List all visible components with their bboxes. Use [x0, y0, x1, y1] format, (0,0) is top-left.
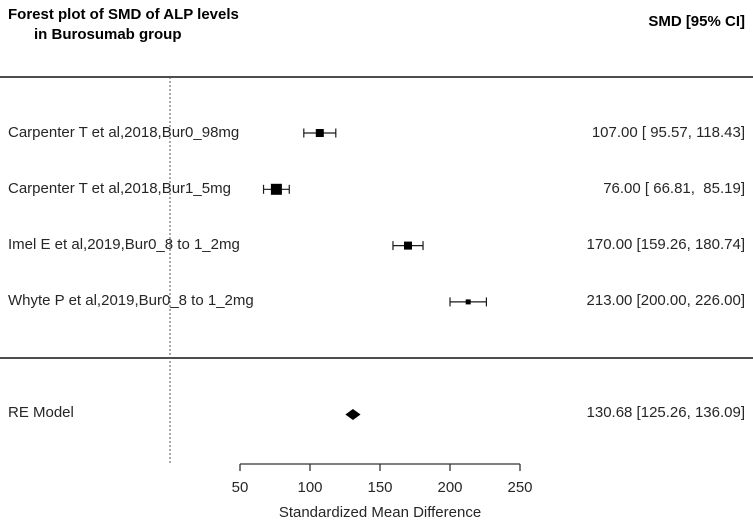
study-estimate: 213.00 [200.00, 226.00] — [586, 292, 745, 310]
study-estimate: 107.00 [ 95.57, 118.43] — [591, 123, 745, 141]
x-axis-tick-label: 100 — [297, 479, 322, 496]
study-label: Whyte P et al,2019,Bur0_8 to 1_2mg — [8, 292, 254, 310]
study-label: Imel E et al,2019,Bur0_8 to 1_2mg — [8, 236, 240, 254]
x-axis-title: Standardized Mean Difference — [278, 504, 482, 521]
plot-title: Forest plot of SMD of ALP levels in Buro… — [8, 5, 239, 45]
study-label: Carpenter T et al,2018,Bur1_5mg — [8, 179, 231, 197]
x-axis-tick-label: 50 — [232, 479, 249, 496]
study-point-marker — [270, 183, 282, 195]
top-separator-line — [0, 76, 753, 78]
study-point-marker — [315, 129, 324, 137]
study-label: Carpenter T et al,2018,Bur0_98mg — [8, 123, 240, 141]
study-point-marker — [465, 299, 471, 305]
study-point-marker — [404, 241, 412, 250]
estimate-column-header: SMD [95% CI] — [648, 13, 745, 30]
summary-estimate: 130.68 [125.26, 136.09] — [586, 404, 745, 421]
summary-label: RE Model — [8, 404, 74, 421]
x-axis-tick-label: 150 — [367, 479, 392, 496]
plot-title-line2: in Burosumab group — [34, 26, 182, 43]
x-axis-tick-label: 250 — [507, 479, 532, 496]
plot-title-line1: Forest plot of SMD of ALP levels — [8, 6, 239, 23]
x-axis-tick-label: 200 — [437, 479, 462, 496]
study-estimate: 170.00 [159.26, 180.74] — [586, 236, 745, 254]
study-estimate: 76.00 [ 66.81, 85.19] — [603, 179, 745, 197]
summary-diamond — [345, 409, 361, 420]
summary-separator-line — [0, 357, 753, 359]
